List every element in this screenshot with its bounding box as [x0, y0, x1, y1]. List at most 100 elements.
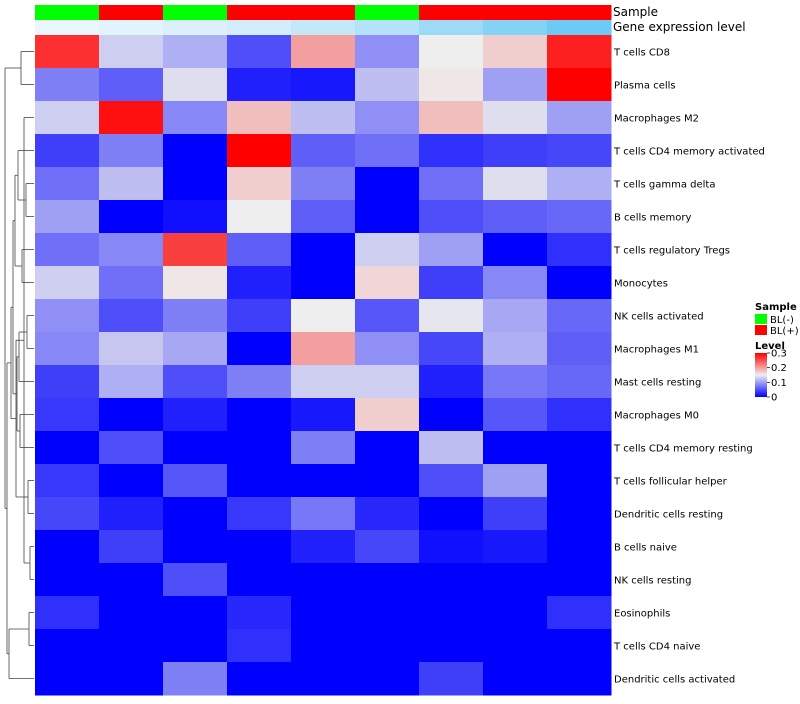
- heatmap-cell: [547, 464, 612, 498]
- heatmap-cell: [419, 497, 484, 531]
- heatmap-cell: [99, 200, 164, 234]
- heatmap-cell: [483, 134, 548, 168]
- heatmap-cell: [419, 266, 484, 300]
- heatmap-cell: [35, 662, 100, 696]
- heatmap-cell: [35, 134, 100, 168]
- heatmap-cell: [163, 398, 228, 432]
- heatmap-cell: [547, 530, 612, 564]
- row-label: Macrophages M2: [614, 114, 699, 125]
- heatmap-cell: [483, 497, 548, 531]
- row-dendrogram: [4, 51, 34, 679]
- expression-annotation-cell: [355, 20, 420, 35]
- legend-level-colorbar: [755, 353, 767, 397]
- heatmap-cell: [227, 299, 292, 333]
- row-label: T cells CD4 memory activated: [613, 147, 765, 158]
- heatmap-cell: [291, 35, 356, 69]
- heatmap-cell: [227, 35, 292, 69]
- heatmap-cell: [35, 233, 100, 267]
- heatmap-cell: [419, 662, 484, 696]
- heatmap-cell: [355, 530, 420, 564]
- heatmap-cell: [547, 662, 612, 696]
- heatmap-cell: [291, 596, 356, 630]
- heatmap-cell: [99, 233, 164, 267]
- row-label: Macrophages M0: [614, 411, 699, 422]
- heatmap-cell: [547, 134, 612, 168]
- legend-level-ticks: 0 0.1 0.2 0.3: [767, 349, 787, 404]
- heatmap-cell: [227, 398, 292, 432]
- legend-swatch-bl-neg: [755, 314, 767, 324]
- heatmap-cell: [483, 530, 548, 564]
- heatmap-cell: [483, 398, 548, 432]
- sample-annotation-cell: [163, 5, 228, 20]
- heatmap-cell: [291, 431, 356, 465]
- expression-annotation-cell: [227, 20, 292, 35]
- heatmap-cell: [99, 101, 164, 135]
- annotation-title-expression: Gene expression level: [613, 20, 746, 34]
- legend-level-title: Level: [755, 341, 785, 352]
- heatmap-cell: [355, 35, 420, 69]
- sample-annotation-cell: [483, 5, 548, 20]
- heatmap-cell: [355, 365, 420, 399]
- row-label: Macrophages M1: [614, 345, 699, 356]
- heatmap-cell: [99, 530, 164, 564]
- heatmap-cell: [35, 563, 100, 597]
- legend-swatch-bl-pos: [755, 325, 767, 335]
- heatmap-cell: [547, 200, 612, 234]
- heatmap-cell: [483, 431, 548, 465]
- row-label: Eosinophils: [614, 609, 670, 620]
- heatmap-cell: [99, 431, 164, 465]
- heatmap-cell: [355, 464, 420, 498]
- heatmap-cell: [227, 596, 292, 630]
- heatmap-cell: [291, 101, 356, 135]
- heatmap-cell: [355, 431, 420, 465]
- heatmap-cell: [483, 68, 548, 102]
- heatmap-cell: [419, 464, 484, 498]
- sample-annotation-cell: [227, 5, 292, 20]
- heatmap-cell: [291, 464, 356, 498]
- sample-annotation-cell: [35, 5, 100, 20]
- annotation-title-sample: Sample: [613, 5, 658, 19]
- heatmap-cell: [163, 233, 228, 267]
- heatmap-cell: [163, 365, 228, 399]
- heatmap-cell: [291, 662, 356, 696]
- heatmap-cell: [163, 68, 228, 102]
- heatmap-cell: [419, 596, 484, 630]
- row-label: T cells CD4 memory resting: [613, 444, 753, 455]
- sample-annotation-cell: [355, 5, 420, 20]
- heatmap-cell: [355, 266, 420, 300]
- heatmap-cell: [419, 35, 484, 69]
- row-label: B cells naive: [614, 543, 677, 554]
- heatmap-cell: [99, 398, 164, 432]
- row-label: B cells memory: [614, 213, 691, 224]
- heatmap-cell: [227, 662, 292, 696]
- heatmap-cell: [419, 68, 484, 102]
- heatmap-cell: [419, 398, 484, 432]
- row-label: Mast cells resting: [614, 378, 701, 389]
- heatmap-cell: [419, 530, 484, 564]
- heatmap-cell: [163, 35, 228, 69]
- heatmap-cell: [99, 134, 164, 168]
- heatmap-cell: [99, 266, 164, 300]
- row-label: T cells follicular helper: [613, 477, 728, 488]
- heatmap-cell: [483, 233, 548, 267]
- heatmap-cell: [35, 431, 100, 465]
- heatmap-cell: [355, 68, 420, 102]
- heatmap-cell: [547, 101, 612, 135]
- heatmap-cell: [163, 530, 228, 564]
- heatmap-cell: [99, 365, 164, 399]
- heatmap-cell: [35, 299, 100, 333]
- heatmap-cell: [419, 233, 484, 267]
- heatmap-cell: [291, 497, 356, 531]
- heatmap-cell: [99, 662, 164, 696]
- level-tick-label: 0.2: [771, 363, 787, 374]
- heatmap-cell: [291, 134, 356, 168]
- heatmap-cell: [355, 332, 420, 366]
- row-label: Dendritic cells resting: [614, 510, 723, 521]
- heatmap-cell: [163, 563, 228, 597]
- row-label: T cells CD4 naive: [613, 642, 700, 653]
- heatmap-cell: [35, 266, 100, 300]
- heatmap-cell: [227, 200, 292, 234]
- heatmap-cell: [547, 398, 612, 432]
- heatmap-cell: [547, 596, 612, 630]
